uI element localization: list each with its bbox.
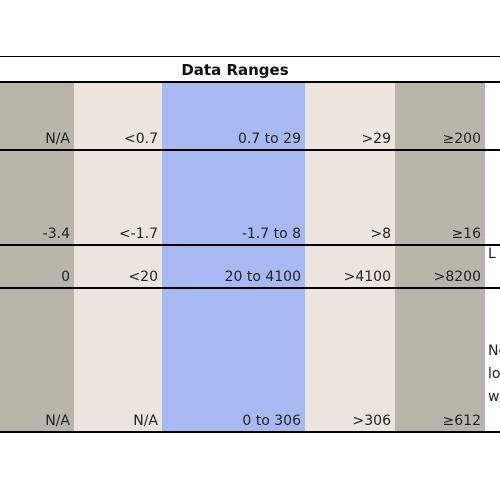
border-line xyxy=(0,244,500,246)
border-line xyxy=(0,81,500,83)
table-title: Data Ranges xyxy=(181,60,289,79)
border-line xyxy=(0,56,500,57)
table-cell: 0.7 to 29 xyxy=(162,82,305,150)
table-cell: N/A xyxy=(0,82,74,150)
note-text: lo xyxy=(488,366,500,382)
table-cell: ≥612 xyxy=(395,288,485,432)
table-cell: -3.4 xyxy=(0,150,74,245)
table-cell: N/A xyxy=(74,288,162,432)
table-cell: <-1.7 xyxy=(74,150,162,245)
border-line xyxy=(0,431,500,433)
table-cell: >306 xyxy=(305,288,395,432)
table-cell: ≥200 xyxy=(395,82,485,150)
note-text: w xyxy=(488,389,500,405)
table-cell: >8 xyxy=(305,150,395,245)
table-cell: <0.7 xyxy=(74,82,162,150)
table-cell: -1.7 to 8 xyxy=(162,150,305,245)
table-cell: 20 to 4100 xyxy=(162,245,305,288)
table-cell: ≥16 xyxy=(395,150,485,245)
table-cell: 0 to 306 xyxy=(162,288,305,432)
table-cell: >4100 xyxy=(305,245,395,288)
note-text: L xyxy=(488,246,496,262)
border-line xyxy=(0,287,500,289)
table-cell: >29 xyxy=(305,82,395,150)
table-cell: <20 xyxy=(74,245,162,288)
table-cell: >8200 xyxy=(395,245,485,288)
note-text: Nc xyxy=(488,343,500,359)
table-cell: 0 xyxy=(0,245,74,288)
border-line xyxy=(0,149,500,151)
table-cell: N/A xyxy=(0,288,74,432)
